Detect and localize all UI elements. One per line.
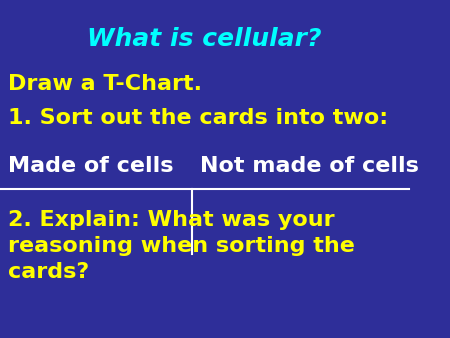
Text: 2. Explain: What was your
reasoning when sorting the
cards?: 2. Explain: What was your reasoning when… [8,210,355,282]
Text: 1. Sort out the cards into two:: 1. Sort out the cards into two: [8,108,388,128]
Text: Draw a T-Chart.: Draw a T-Chart. [8,74,202,94]
Text: Not made of cells: Not made of cells [200,156,419,176]
Text: What is cellular?: What is cellular? [87,27,322,51]
Text: Made of cells: Made of cells [8,156,174,176]
